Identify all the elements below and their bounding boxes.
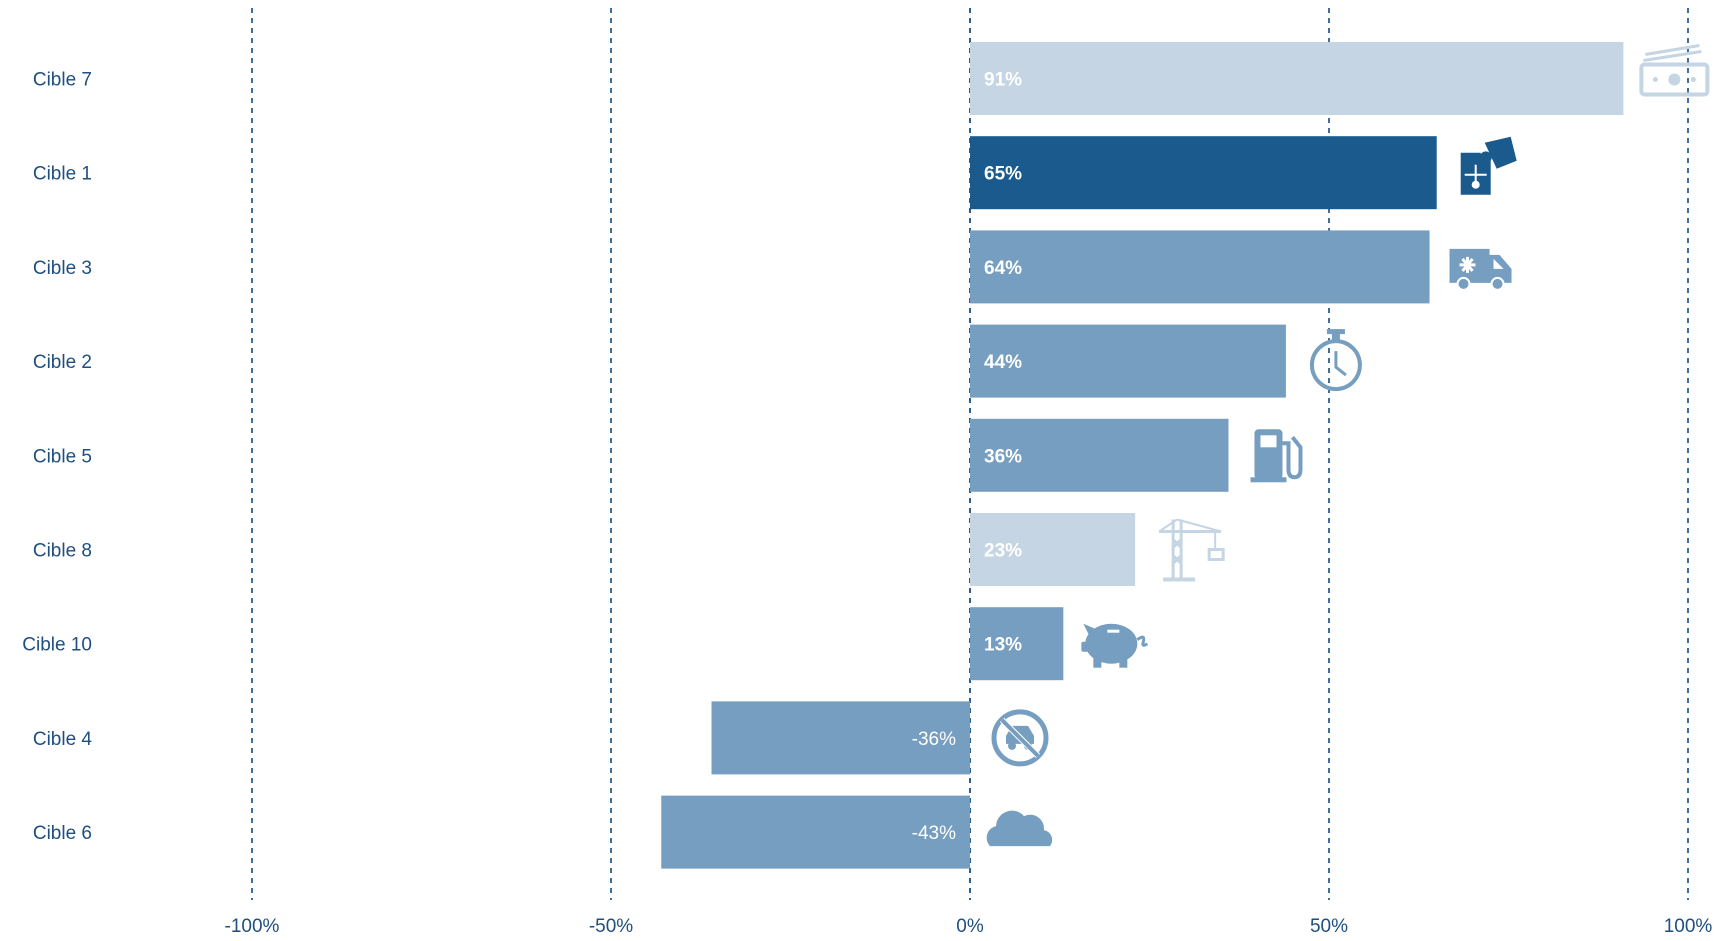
data-label: 91%: [984, 70, 1022, 91]
piggy-slot: [1107, 629, 1120, 633]
category-label: Cible 3: [33, 258, 92, 279]
banknote: [1639, 62, 1710, 97]
crane-load: [1207, 548, 1225, 561]
piggy-tail: [1136, 635, 1149, 647]
stopwatch-button: [1326, 329, 1345, 335]
value-axis: -100% -50% 0% 50% 100%: [225, 916, 1713, 937]
banknote-dot: [1690, 77, 1696, 82]
category-label: Cible 7: [33, 70, 92, 91]
pump-hose: [1282, 436, 1303, 480]
puzzle-icon: [1460, 136, 1517, 195]
category-label: Cible 8: [33, 541, 92, 562]
piggy-leg: [1119, 657, 1128, 668]
data-label: -43%: [912, 823, 956, 844]
piggy-snout: [1081, 641, 1090, 652]
prohibition-slash: [1000, 718, 1040, 758]
money-icon: [1639, 44, 1710, 97]
ambulance-star: [1459, 256, 1476, 273]
piggy-bank-icon: [1081, 623, 1149, 668]
pump-window: [1260, 435, 1277, 448]
x-tick-label: 100%: [1664, 916, 1713, 936]
money-stack-line: [1645, 44, 1700, 56]
x-tick-label: 50%: [1310, 916, 1348, 936]
piggy-leg: [1093, 657, 1102, 668]
puzzle-notch: [1471, 180, 1480, 189]
category-label: Cible 10: [22, 635, 92, 656]
ambulance-wheel: [1490, 276, 1505, 291]
banknote-coin: [1668, 73, 1681, 86]
bar: [970, 136, 1437, 210]
x-tick-label: -100%: [225, 916, 280, 936]
fuel-pump-icon: [1250, 429, 1303, 483]
value-label-layer: 91% 65% 64% 44% 36% 23% 13% -36% -43%: [912, 70, 1022, 845]
x-tick-label: -50%: [589, 916, 633, 936]
car-wheel: [1008, 741, 1016, 750]
ambulance-window: [1493, 258, 1504, 269]
crane-cables: [1158, 518, 1222, 533]
bar: [711, 701, 970, 775]
piggy-ear: [1083, 623, 1098, 636]
x-tick-label: 0%: [956, 916, 984, 936]
data-label: -36%: [912, 729, 956, 750]
pump-base: [1250, 477, 1287, 483]
data-label: 23%: [984, 541, 1022, 562]
data-label: 44%: [984, 352, 1022, 373]
stopwatch-stem: [1331, 333, 1340, 342]
bar: [970, 42, 1624, 115]
data-label: 36%: [984, 446, 1022, 467]
category-label: Cible 5: [33, 446, 92, 467]
cloud-icon: [986, 810, 1053, 847]
puzzle-piece: [1484, 136, 1517, 169]
prohibition-circle: [991, 709, 1049, 767]
data-label: 64%: [984, 258, 1022, 279]
bar: [970, 607, 1064, 681]
data-label: 65%: [984, 164, 1022, 185]
cloud-shape: [986, 810, 1053, 847]
stopwatch-hand: [1334, 351, 1347, 377]
bar: [970, 513, 1136, 586]
banknote-dot: [1652, 77, 1658, 82]
category-label: Cible 1: [33, 164, 92, 185]
bar-layer: [661, 42, 1624, 869]
bar: [661, 795, 970, 869]
category-axis: Cible 7 Cible 1 Cible 3 Cible 2 Cible 5 Cible…: [22, 70, 92, 845]
piggy-body: [1085, 623, 1138, 664]
crane-icon: [1158, 518, 1225, 582]
category-label: Cible 2: [33, 352, 92, 373]
bar: [970, 418, 1229, 492]
crane-tower: [1159, 519, 1222, 580]
category-label: Cible 6: [33, 823, 92, 844]
no-car-icon: [991, 709, 1049, 767]
bar: [970, 230, 1430, 304]
icon-layer: [986, 44, 1710, 847]
ambulance-wheel: [1456, 276, 1471, 291]
money-stack-line: [1643, 50, 1702, 62]
ambulance-body: [1449, 248, 1512, 283]
category-label: Cible 4: [33, 729, 93, 750]
stopwatch-icon: [1309, 329, 1362, 392]
data-label: 13%: [984, 635, 1022, 656]
bar: [970, 324, 1286, 398]
ambulance-icon: [1449, 248, 1512, 291]
